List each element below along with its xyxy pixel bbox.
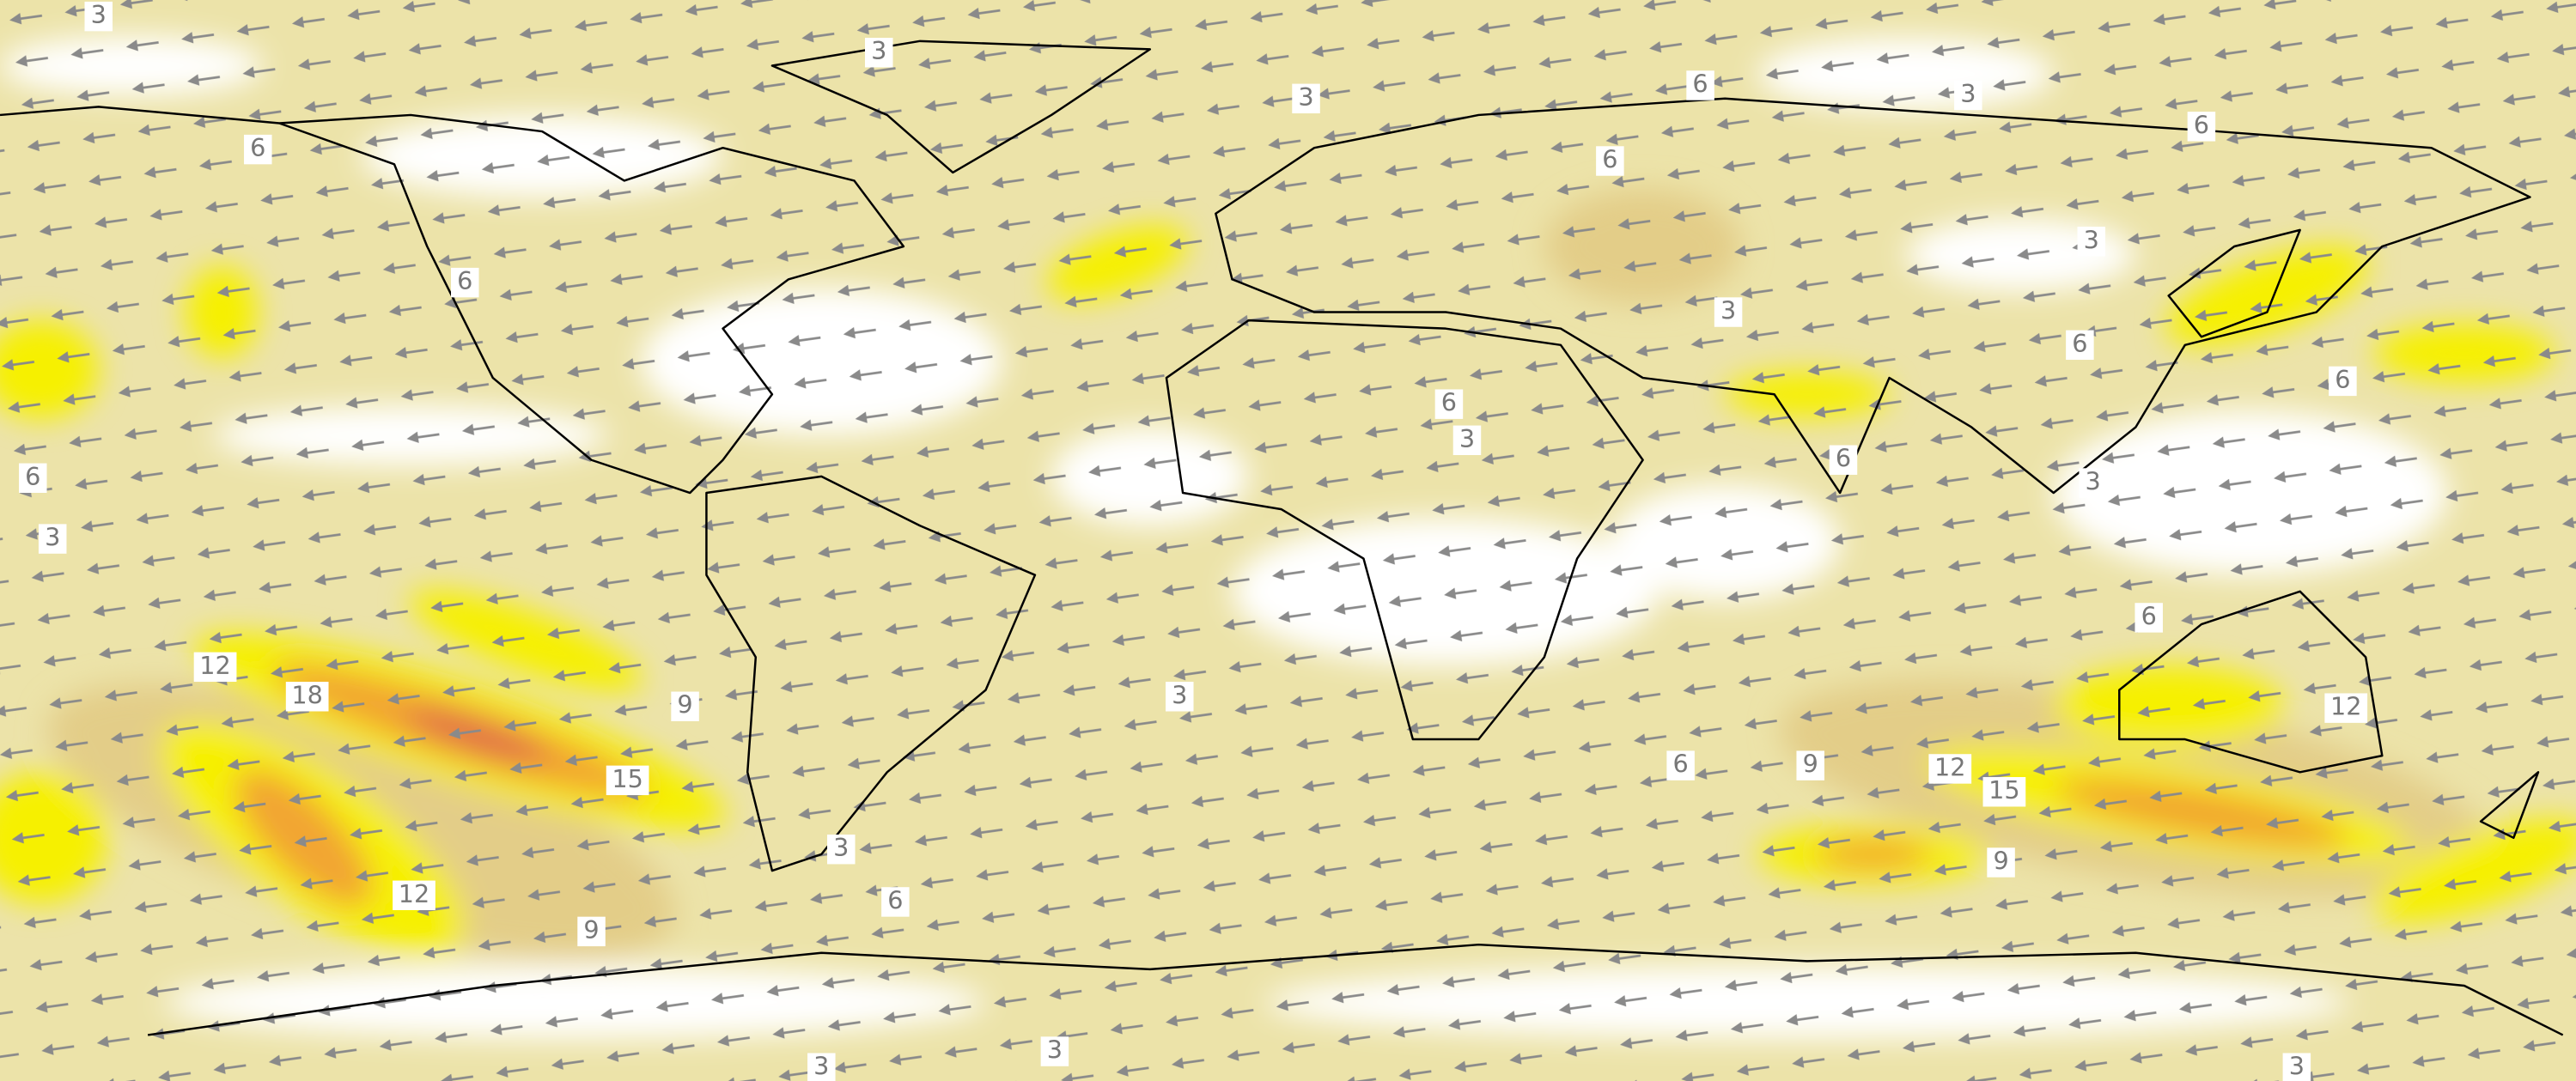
label-box — [864, 38, 893, 68]
contour-label: 3 — [1720, 296, 1736, 325]
australia — [2118, 590, 2384, 774]
contour-label: 12 — [2330, 692, 2362, 721]
label-box — [827, 834, 856, 865]
contour-label: 9 — [583, 915, 599, 944]
label-box — [881, 887, 910, 917]
label-box — [1954, 80, 1982, 111]
contour-label: 6 — [887, 885, 903, 914]
contour-label: 3 — [2084, 225, 2099, 254]
label-box — [1987, 847, 2015, 878]
contour-label: 3 — [1172, 680, 1187, 709]
contour-label: 6 — [25, 462, 40, 491]
label-box — [1040, 1036, 1069, 1066]
label-box — [2187, 112, 2216, 142]
label-box — [2066, 330, 2094, 361]
label-box — [38, 524, 67, 554]
contour-label: 3 — [833, 833, 849, 862]
label-box — [193, 652, 237, 683]
contour-label: 6 — [2194, 110, 2209, 139]
contour-label: 6 — [1441, 388, 1457, 417]
label-box — [244, 134, 272, 165]
contour-label: 15 — [1988, 775, 2020, 805]
contour-label: 3 — [1459, 424, 1475, 453]
japan — [2167, 228, 2301, 338]
contour-label: 9 — [677, 690, 692, 720]
label-box — [1292, 83, 1320, 114]
label-box — [1596, 146, 1624, 176]
north-america — [0, 106, 905, 495]
contour-label: 3 — [813, 1052, 829, 1081]
contour-label: 6 — [1672, 750, 1688, 779]
contour-label: 6 — [457, 266, 472, 295]
label-box — [2077, 227, 2106, 257]
contour-label: 6 — [1692, 69, 1708, 98]
label-box — [1166, 682, 1194, 712]
new-zealand — [2479, 771, 2540, 840]
label-box — [84, 1, 113, 32]
eurasia — [1215, 97, 2531, 495]
contour-label: 15 — [612, 764, 643, 793]
label-box — [807, 1053, 836, 1081]
coastlines — [0, 39, 2564, 1036]
south-america — [705, 475, 1037, 872]
contour-label: 3 — [2289, 1052, 2305, 1081]
contour-label: 6 — [1836, 444, 1851, 473]
label-box — [1434, 389, 1464, 419]
antarctica — [147, 943, 2564, 1036]
contour-label: 18 — [291, 680, 323, 709]
label-box — [1452, 425, 1482, 456]
label-box — [2134, 603, 2163, 633]
label-box — [285, 682, 329, 712]
label-box — [577, 916, 606, 947]
label-box — [2079, 468, 2107, 498]
label-box — [671, 691, 699, 721]
label-box — [606, 765, 649, 796]
label-box — [1829, 445, 1858, 475]
africa — [1165, 319, 1644, 741]
label-box — [18, 463, 47, 494]
label-box — [1982, 777, 2026, 807]
label-box — [1796, 750, 1824, 780]
label-box — [2282, 1053, 2311, 1081]
contour-label: 6 — [1602, 145, 1617, 174]
contour-label: 3 — [45, 523, 60, 552]
label-box — [1714, 297, 1743, 327]
contour-label: 3 — [1298, 82, 1313, 112]
label-box — [2329, 366, 2357, 397]
label-box — [1928, 754, 1972, 784]
contour-label: 12 — [199, 651, 231, 680]
label-box — [1666, 750, 1695, 780]
contour-label: 6 — [2335, 365, 2350, 394]
contour-label: 3 — [1960, 79, 1976, 108]
label-box — [393, 880, 435, 911]
greenland — [770, 39, 1152, 174]
contour-label: 12 — [1934, 752, 1966, 781]
contour-label: 6 — [250, 133, 265, 162]
label-box — [1686, 70, 1714, 100]
contour-label: 6 — [2072, 329, 2087, 358]
label-box — [2324, 693, 2368, 723]
contour-label: 12 — [399, 879, 430, 908]
contour-label: 3 — [2086, 467, 2101, 496]
contour-label: 6 — [2141, 601, 2157, 630]
contour-label: 9 — [1993, 847, 2008, 876]
contour-label: 9 — [1803, 750, 1818, 779]
label-box — [451, 267, 479, 298]
contour-label: 3 — [871, 36, 886, 65]
contour-label: 3 — [91, 0, 107, 29]
contour-label: 3 — [1047, 1035, 1063, 1065]
